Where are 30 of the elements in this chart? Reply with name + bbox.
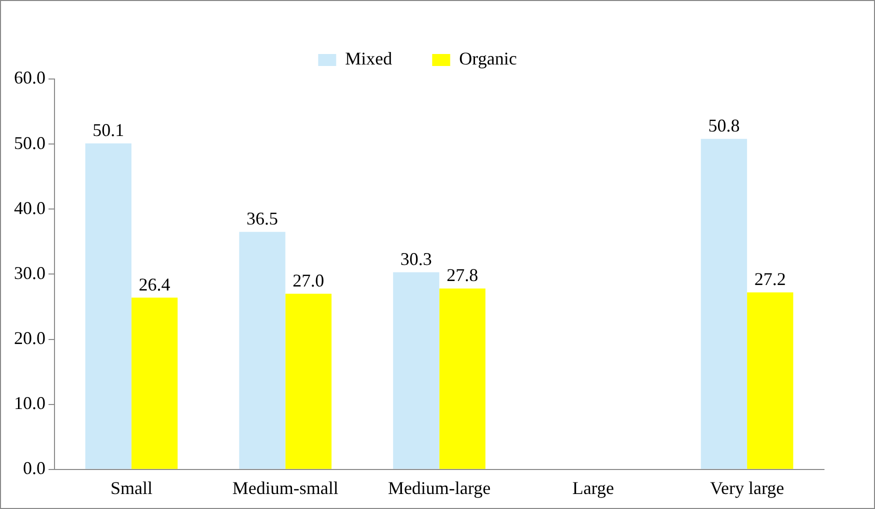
data-label: 30.3 (400, 248, 432, 269)
data-label: 27.8 (446, 265, 478, 286)
bar (85, 143, 132, 469)
data-label: 50.8 (708, 116, 740, 136)
legend-label: Mixed (345, 48, 392, 69)
bar (747, 292, 794, 469)
legend-label: Organic (459, 48, 517, 69)
bar (131, 298, 178, 469)
data-label: 27.0 (292, 270, 324, 290)
data-label: 27.2 (754, 269, 786, 290)
x-tick-label: Very large (710, 478, 784, 498)
x-tick-label: Medium-large (388, 478, 491, 498)
bar (393, 272, 440, 469)
x-tick-label: Large (572, 478, 614, 498)
y-tick-label: 0.0 (23, 458, 46, 478)
bar (439, 288, 486, 469)
bar (239, 232, 286, 469)
data-label: 36.5 (246, 208, 278, 229)
data-label: 50.1 (92, 120, 124, 140)
y-tick-label: 60.0 (14, 68, 46, 88)
x-tick-label: Medium-small (232, 478, 338, 498)
y-tick-label: 20.0 (14, 328, 46, 348)
y-tick-label: 10.0 (14, 393, 46, 414)
y-tick-label: 40.0 (14, 198, 46, 218)
bar (285, 294, 332, 469)
y-tick-label: 50.0 (14, 132, 46, 153)
bar (700, 138, 748, 469)
data-label: 26.4 (138, 274, 170, 294)
y-tick-label: 30.0 (14, 262, 46, 283)
x-tick-label: Small (110, 478, 152, 498)
